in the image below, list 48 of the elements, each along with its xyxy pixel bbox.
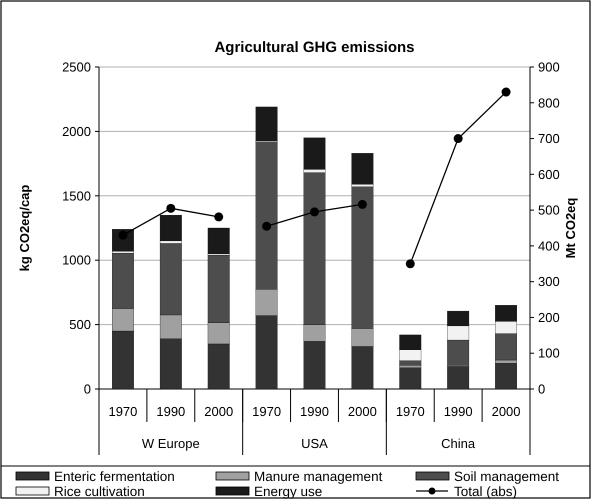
x-tick-label: 2000	[204, 404, 234, 419]
y2-tick-label: 800	[538, 95, 560, 110]
text: USA	[301, 436, 328, 451]
point	[502, 88, 511, 97]
x-tick-label: 1990	[300, 404, 329, 419]
legend-label: Soil management	[454, 469, 560, 484]
y2-axis-title: Mt CO2eq	[563, 198, 578, 258]
legend-label: Energy use	[254, 484, 322, 499]
x-tick-label: 1970	[108, 404, 138, 419]
legend-label: Rice cultivation	[54, 484, 145, 499]
y2-tick-label: 400	[538, 238, 560, 254]
point	[214, 212, 224, 222]
y-tick-label: 2000	[62, 124, 91, 139]
y-tick-label: 2500	[62, 60, 91, 74]
x-tick-label: 1990	[444, 404, 473, 419]
y2-tick-label: 700	[538, 131, 560, 146]
point	[406, 259, 415, 268]
y-tick-label: 1000	[62, 252, 91, 268]
text: China	[441, 436, 476, 451]
y2-tick-label: 200	[538, 310, 560, 325]
chart-title: Agricultural GHG emissions	[214, 39, 415, 56]
text: W Europe	[142, 436, 200, 451]
point	[118, 230, 128, 240]
bar	[351, 153, 374, 184]
y2-tick-label: 100	[538, 346, 560, 361]
y2-tick-label: 900	[538, 60, 560, 74]
y-axis-title: kg CO2eq/cap	[17, 184, 32, 272]
y-tick-label: 1500	[62, 188, 91, 204]
point	[262, 222, 272, 231]
x-tick-label: 1990	[156, 404, 186, 419]
y2-tick-label: 500	[538, 202, 560, 218]
x-tick-label: 2000	[348, 404, 377, 419]
x-tick-label: 1970	[252, 404, 282, 419]
y2-tick-label: 0	[538, 382, 546, 396]
point	[310, 207, 319, 216]
legend-label: Manure management	[254, 469, 383, 484]
y2-tick-label: 600	[538, 166, 560, 182]
y-tick-label: 0	[84, 382, 91, 396]
legend-label: Enteric fermentation	[54, 469, 175, 484]
point	[166, 204, 176, 213]
point	[454, 134, 463, 144]
legend-label: Total (abs)	[454, 484, 518, 499]
x-tick-label: 2000	[492, 404, 521, 419]
x-tick-label: 1970	[396, 404, 425, 419]
y-tick-label: 500	[69, 317, 91, 332]
bar	[304, 138, 326, 170]
point	[358, 200, 367, 209]
y2-tick-label: 300	[538, 274, 560, 290]
